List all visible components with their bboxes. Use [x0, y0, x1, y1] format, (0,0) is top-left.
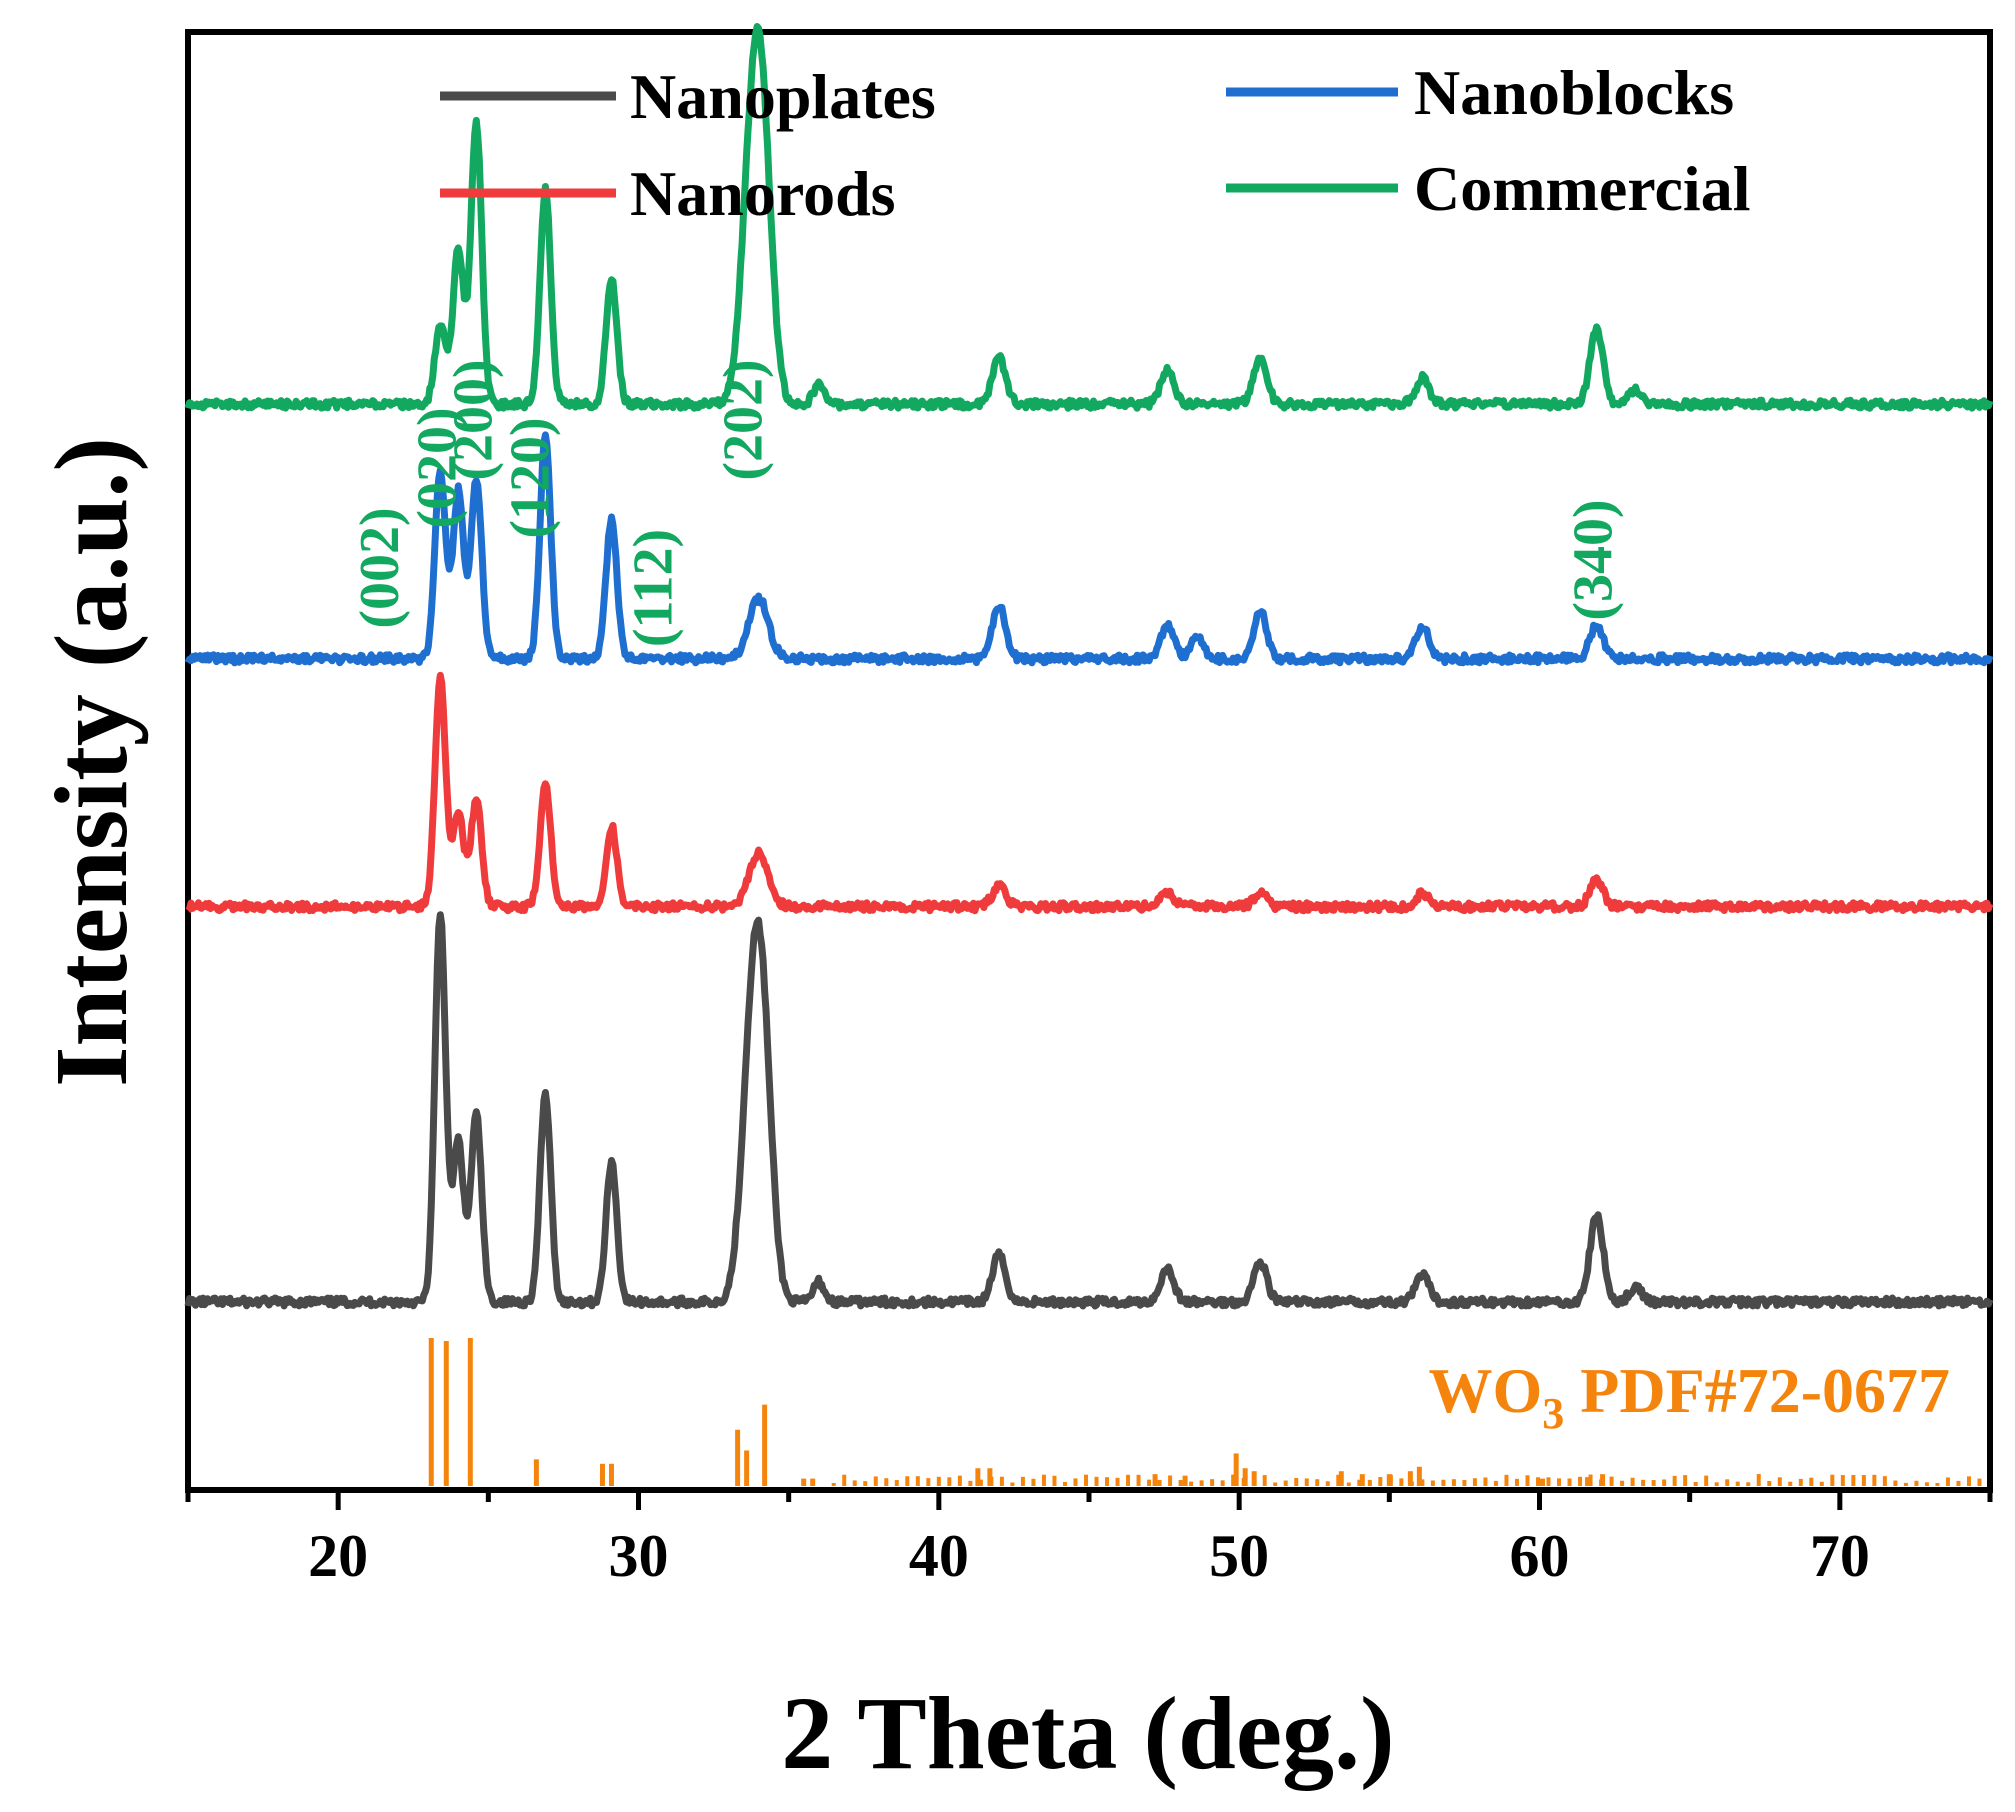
peak-annotation: (120)	[499, 417, 561, 538]
reference-label-tail: PDF#72-0677	[1564, 1355, 1950, 1426]
peak-annotation: (002)	[349, 507, 411, 628]
y-axis-title: Intensity (a.u.)	[34, 437, 149, 1087]
x-tick-label: 70	[1810, 1523, 1870, 1589]
legend-label-nanoplates: Nanoplates	[630, 61, 936, 132]
x-tick-label: 30	[609, 1523, 669, 1589]
legend-label-commercial: Commercial	[1414, 153, 1750, 224]
x-axis-title: 2 Theta (deg.)	[781, 1676, 1394, 1791]
series-line-nanoplates	[184, 911, 1994, 1310]
x-tick-label: 40	[909, 1523, 969, 1589]
reference-label-subscript: 3	[1542, 1389, 1564, 1438]
peak-annotation: (112)	[623, 529, 685, 647]
peak-annotation: (020)	[406, 407, 468, 528]
reference-label-main: WO	[1429, 1355, 1543, 1426]
legend-label-nanoblocks: Nanoblocks	[1414, 57, 1734, 128]
x-tick-label: 60	[1510, 1523, 1570, 1589]
series-line-nanorods	[185, 671, 1994, 915]
series-line-nanoblocks	[184, 431, 1994, 667]
x-tick-label: 20	[308, 1523, 368, 1589]
series-line-commercial	[184, 23, 1994, 412]
reference-label: WO3 PDF#72-0677	[1429, 1355, 1951, 1438]
legend-label-nanorods: Nanorods	[630, 158, 896, 229]
peak-annotation: (200)	[442, 359, 504, 480]
x-tick-label: 50	[1209, 1523, 1269, 1589]
peak-annotation: (202)	[713, 359, 775, 480]
peak-annotation: (340)	[1563, 499, 1625, 620]
